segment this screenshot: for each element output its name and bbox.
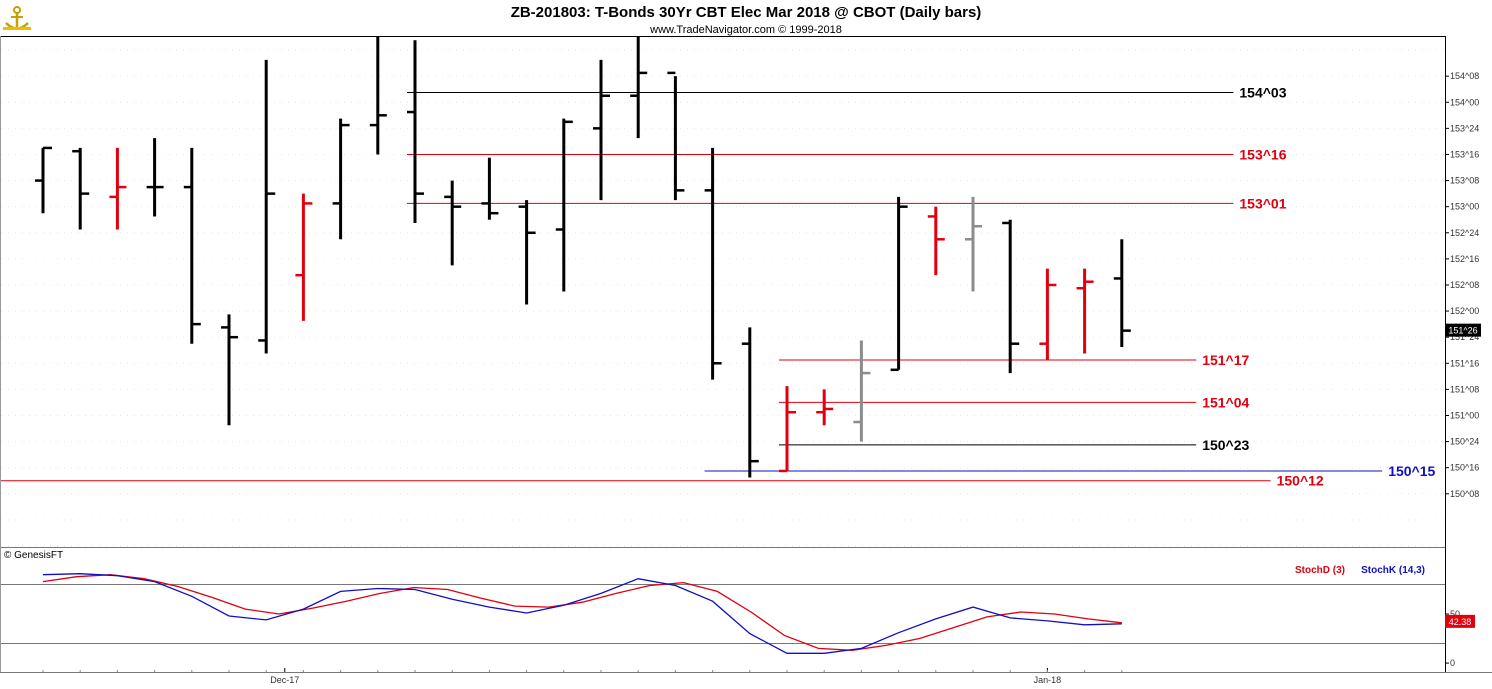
price-tick-label: 153^08 — [1450, 176, 1479, 186]
legend-stoch-k: StochK (14,3) — [1361, 565, 1425, 576]
price-tick-label: 152^00 — [1450, 306, 1479, 316]
ohlc-bar — [1002, 219, 1020, 374]
ohlc-bar — [593, 59, 610, 201]
ohlc-bar — [332, 118, 350, 240]
ohlc-bar — [1113, 239, 1131, 347]
chart-subtitle: www.TradeNavigator.com © 1999-2018 — [649, 24, 842, 36]
stoch-d-line — [42, 574, 1122, 651]
chart-title: ZB-201803: T-Bonds 30Yr CBT Elec Mar 201… — [511, 4, 982, 21]
price-tick-label: 152^24 — [1450, 228, 1479, 238]
stoch-axis: 50 0 — [1445, 609, 1460, 668]
time-axis: Dec-17 Jan-18 — [42, 668, 1123, 685]
ohlc-bar — [295, 193, 313, 321]
ohlc-bar — [704, 147, 722, 380]
ohlc-bar — [72, 147, 90, 230]
ohlc-bar — [258, 59, 276, 354]
ohlc-bar — [741, 327, 759, 478]
price-tick-label: 152^08 — [1450, 280, 1479, 290]
ohlc-bar — [965, 196, 982, 292]
ohlc-bar — [630, 37, 648, 139]
price-tick-label: 153^00 — [1450, 202, 1479, 212]
ohlc-bar — [35, 146, 52, 214]
ohlc-bar — [1039, 268, 1057, 361]
last-price-box — [1445, 323, 1481, 337]
ohlc-bar — [555, 118, 573, 292]
ship-anchor-logo-icon — [3, 6, 31, 30]
level-label: 150^12 — [1277, 473, 1324, 489]
ohlc-bar — [221, 314, 238, 426]
price-tick-label: 153^24 — [1450, 123, 1479, 133]
ohlc-bar — [183, 147, 201, 344]
time-tick-label: Jan-18 — [1034, 675, 1062, 685]
price-tick-label: 151^00 — [1450, 410, 1479, 420]
price-tick-label: 152^16 — [1450, 254, 1479, 264]
price-bars — [35, 37, 1131, 478]
last-stoch-marker: 42.38 — [1445, 614, 1475, 628]
logo — [3, 6, 31, 30]
price-tick-label: 150^16 — [1450, 463, 1479, 473]
ohlc-bar — [109, 147, 127, 230]
level-label: 153^16 — [1239, 146, 1286, 162]
stoch-guide-lines — [1, 584, 1445, 644]
time-tick-label: Dec-17 — [270, 675, 299, 685]
ohlc-bar — [481, 157, 499, 220]
level-lines: 154^03 153^16 153^01 151^17 151^04 150^23 150^… — [1, 84, 1436, 489]
stoch-tick-label: 50 — [1450, 609, 1460, 619]
ohlc-bar — [667, 71, 685, 201]
last-price-marker: 151^26 — [1445, 323, 1481, 337]
price-tick-label: 153^16 — [1450, 149, 1479, 159]
ohlc-bar — [407, 40, 424, 223]
price-tick-label: 154^08 — [1450, 71, 1479, 81]
price-axis: 154^08 154^00 153^24 153^16 153^08 153^00 152^… — [1, 49, 1479, 547]
ohlc-bar — [369, 37, 387, 155]
panel-label: © GenesisFT — [4, 550, 63, 561]
level-label: 151^04 — [1202, 394, 1249, 410]
price-tick-label: 151^24 — [1450, 332, 1479, 342]
price-tick-label: 150^08 — [1450, 489, 1479, 499]
ohlc-bar — [518, 200, 536, 305]
ohlc-bar — [853, 340, 871, 442]
price-tick-label: 151^08 — [1450, 384, 1479, 394]
ohlc-bar — [927, 206, 945, 276]
ohlc-bar — [444, 180, 462, 266]
ohlc-bar — [1076, 268, 1094, 354]
level-label: 150^15 — [1388, 463, 1435, 479]
level-label: 153^01 — [1239, 195, 1286, 211]
last-stoch-box — [1445, 614, 1475, 628]
level-label: 150^23 — [1202, 437, 1249, 453]
ohlc-bar — [816, 389, 834, 426]
stoch-k-line — [42, 573, 1122, 654]
ohlc-bar — [890, 196, 908, 372]
legend-stoch-d: StochD (3) — [1295, 565, 1345, 576]
level-label: 154^03 — [1239, 84, 1286, 100]
stoch-series — [42, 573, 1122, 654]
price-tick-label: 154^00 — [1450, 97, 1479, 107]
level-label: 151^17 — [1202, 352, 1249, 368]
price-tick-label: 150^24 — [1450, 437, 1479, 447]
last-stoch-label: 42.38 — [1449, 617, 1472, 627]
ohlc-bar — [779, 386, 796, 473]
last-price-label: 151^26 — [1448, 326, 1477, 336]
price-tick-label: 151^16 — [1450, 358, 1479, 368]
ohlc-bar — [146, 138, 164, 217]
stoch-tick-label: 0 — [1450, 658, 1455, 668]
